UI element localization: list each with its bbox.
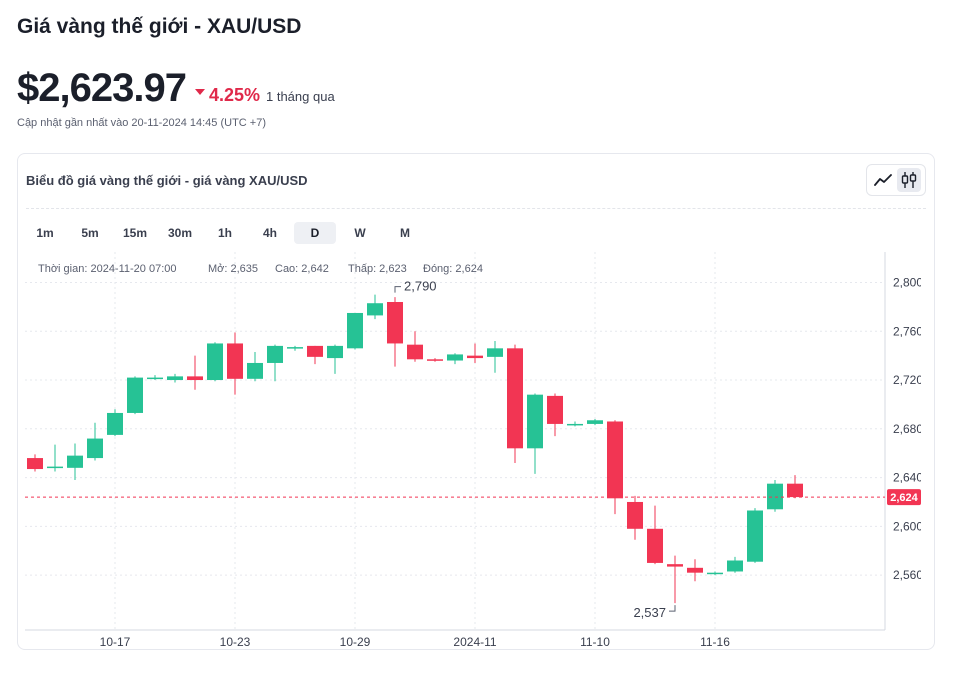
ohlc-legend-close: Đóng: 2,624 (423, 263, 483, 275)
chart-type-toggle (866, 164, 926, 196)
candle-body[interactable] (67, 455, 83, 468)
current-price: $2,623.97 (17, 66, 187, 110)
candle-body[interactable] (247, 362, 263, 379)
candle-body[interactable] (307, 345, 323, 357)
candle-body[interactable] (187, 376, 203, 381)
candle-body[interactable] (767, 483, 783, 510)
current-price-label: 2,624 (890, 492, 918, 504)
candle-body[interactable] (507, 348, 523, 449)
interval-tab-1h[interactable]: 1h (217, 226, 232, 240)
interval-tab-1m[interactable]: 1m (36, 226, 54, 240)
y-tick-label: 2,800 (893, 275, 921, 289)
x-tick-label: 11-16 (700, 635, 730, 649)
candle-body[interactable] (447, 354, 463, 361)
candle-body[interactable] (127, 377, 143, 413)
annotation-leader (394, 286, 401, 293)
interval-tab-w[interactable]: W (354, 226, 366, 240)
candle-body[interactable] (707, 572, 723, 575)
interval-tab-5m[interactable]: 5m (81, 226, 99, 240)
candle-body[interactable] (667, 564, 683, 567)
candle-body[interactable] (387, 301, 403, 344)
candle-body[interactable] (367, 303, 383, 316)
candle-body[interactable] (167, 376, 183, 381)
candle-body[interactable] (107, 412, 123, 435)
candle-body[interactable] (627, 501, 643, 529)
annotation-high: 2,790 (404, 279, 437, 294)
change-period: 1 tháng qua (266, 89, 335, 104)
candle-body[interactable] (27, 458, 43, 470)
interval-tab-m[interactable]: M (400, 226, 410, 240)
interval-tab-d[interactable]: D (294, 222, 336, 244)
candle-body[interactable] (287, 347, 303, 349)
interval-tab-15m[interactable]: 15m (122, 226, 148, 240)
candle-body[interactable] (427, 359, 443, 361)
caret-down-icon (194, 89, 205, 95)
interval-tab-30m[interactable]: 30m (167, 226, 193, 240)
candlestick-chart[interactable]: 2,800 2,760 2,720 2,680 2,640 2,600 2,560 10-17… (17, 250, 921, 652)
interval-tabs: 1m 5m 15m 30m 1h 4h D W M (24, 222, 429, 244)
candle-body[interactable] (727, 560, 743, 572)
y-tick-label: 2,640 (893, 471, 921, 485)
x-tick-label: 11-10 (580, 635, 610, 649)
y-tick-label: 2,560 (893, 568, 921, 582)
x-tick-label: 10-29 (340, 635, 371, 649)
candle-body[interactable] (587, 420, 603, 424)
page-title: Giá vàng thế giới - XAU/USD (17, 15, 302, 38)
chart-title: Biểu đồ giá vàng thế giới - giá vàng XAU… (26, 173, 308, 188)
line-chart-icon[interactable] (871, 168, 895, 192)
candle-body[interactable] (687, 567, 703, 573)
candle-body[interactable] (567, 423, 583, 426)
ohlc-legend-open: Mở: 2,635 (208, 263, 258, 275)
y-tick-label: 2,720 (893, 373, 921, 387)
candle-body[interactable] (47, 466, 63, 469)
y-tick-label: 2,600 (893, 519, 921, 533)
annotation-low: 2,537 (633, 605, 666, 620)
change-percent: 4.25% (208, 85, 260, 105)
ohlc-legend-high: Cao: 2,642 (275, 263, 329, 275)
candle-body[interactable] (647, 528, 663, 563)
x-tick-label: 10-23 (220, 635, 251, 649)
x-tick-label: 2024-11 (453, 635, 496, 649)
x-tick-label: 10-17 (100, 635, 131, 649)
y-tick-label: 2,680 (893, 422, 921, 436)
candle-body[interactable] (547, 395, 563, 424)
current-price-tag (887, 489, 921, 506)
price-row: $2,623.97 4.25% 1 tháng qua (17, 66, 335, 111)
last-updated: Cập nhật gần nhất vào 20-11-2024 14:45 (… (17, 117, 266, 129)
candle-body[interactable] (527, 394, 543, 449)
candle-body[interactable] (147, 377, 163, 380)
candle-body[interactable] (227, 343, 243, 379)
candle-body[interactable] (467, 355, 483, 359)
candle-body[interactable] (87, 438, 103, 459)
candlestick-icon[interactable] (897, 168, 921, 192)
candle-body[interactable] (347, 312, 363, 349)
ohlc-legend-time: Thời gian: 2024-11-20 07:00 (38, 263, 177, 275)
candle-body[interactable] (407, 344, 423, 360)
interval-tab-4h[interactable]: 4h (262, 226, 277, 240)
candle-body[interactable] (327, 345, 343, 359)
card-divider (26, 208, 926, 209)
chart-card: Biểu đồ giá vàng thế giới - giá vàng XAU… (17, 153, 935, 650)
candle-body[interactable] (487, 348, 503, 357)
candle-body[interactable] (207, 343, 223, 381)
annotation-leader (669, 605, 676, 612)
candle-body[interactable] (787, 483, 803, 498)
ohlc-legend-low: Thấp: 2,623 (348, 263, 407, 275)
candle-body[interactable] (267, 345, 283, 363)
candle-body[interactable] (747, 510, 763, 562)
candle-body[interactable] (607, 421, 623, 499)
y-tick-label: 2,760 (893, 324, 921, 338)
